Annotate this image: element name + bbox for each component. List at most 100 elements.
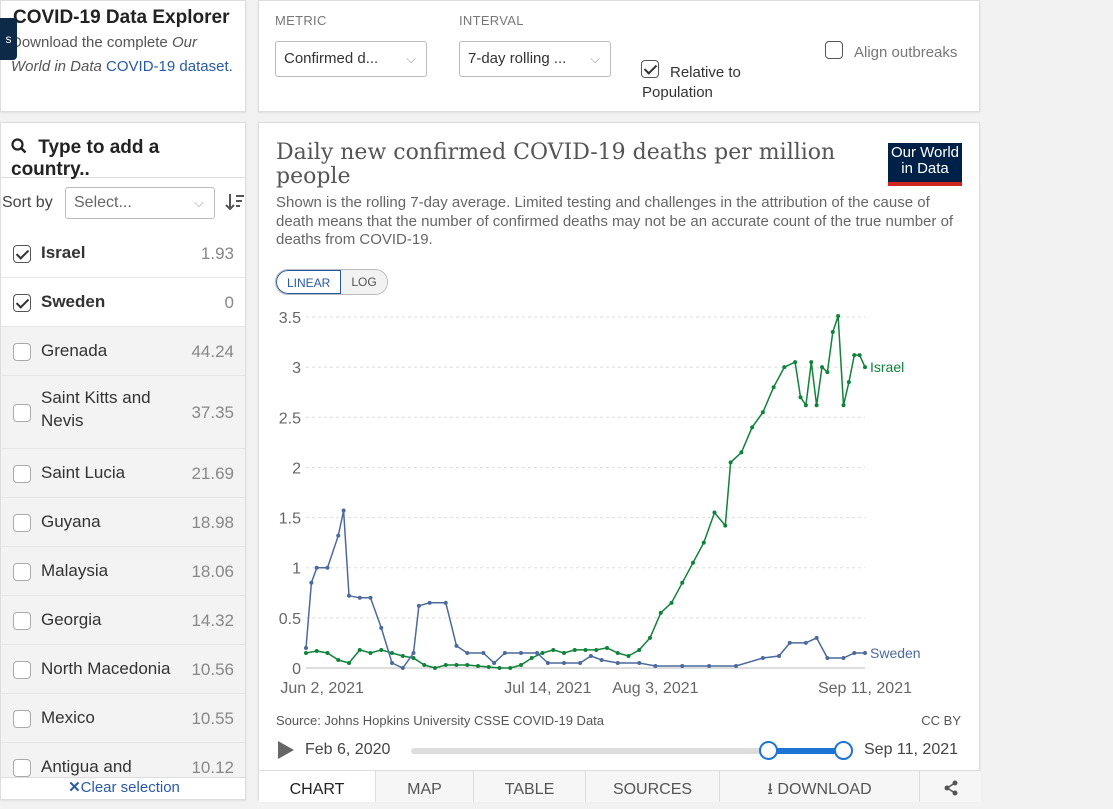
data-point	[728, 460, 733, 465]
series-line-israel[interactable]	[305, 315, 866, 669]
data-point	[680, 663, 685, 668]
data-point	[712, 510, 717, 515]
country-row[interactable]: North Macedonia 10.56	[1, 645, 245, 694]
country-checkbox[interactable]	[13, 464, 31, 483]
side-tab[interactable]: s	[0, 18, 17, 60]
tab-chart[interactable]: CHART	[259, 771, 375, 802]
covid-dataset-link[interactable]: COVID-19	[106, 58, 176, 75]
country-name: Saint Kitts and Nevis	[41, 388, 151, 430]
relative-to-population-checkbox[interactable]	[641, 60, 659, 78]
tab-download[interactable]: ⭳ DOWNLOAD	[719, 771, 919, 802]
country-name: Grenada	[41, 341, 108, 360]
owid-logo[interactable]: Our World in Data	[888, 143, 962, 186]
checkbox-icon[interactable]	[825, 41, 843, 59]
tab-map[interactable]: MAP	[375, 771, 473, 802]
data-point	[465, 650, 470, 655]
country-row[interactable]: Israel 1.93	[1, 229, 245, 278]
source-note: Source: Johns Hopkins University CSSE CO…	[276, 713, 605, 728]
data-point	[433, 666, 437, 670]
timeline-start-handle[interactable]	[759, 741, 778, 760]
country-checkbox[interactable]	[13, 562, 31, 581]
data-point	[594, 647, 599, 652]
timeline-track[interactable]	[411, 748, 843, 754]
timeline: Feb 6, 2020 Sep 11, 2021	[276, 737, 966, 765]
sort-dropdown[interactable]: Select... ⌵	[65, 187, 215, 219]
metric-value: Confirmed d...	[284, 50, 379, 67]
series-line-sweden[interactable]	[305, 510, 865, 669]
data-point	[416, 603, 421, 608]
interval-dropdown[interactable]: 7-day rolling ... ⌵	[459, 41, 611, 77]
data-point	[497, 666, 502, 670]
country-value: 21.69	[191, 463, 234, 483]
country-row[interactable]: Saint Lucia 21.69	[1, 449, 245, 498]
country-search[interactable]: Type to add a country..	[1, 123, 245, 180]
data-point	[648, 635, 652, 640]
data-point	[782, 365, 787, 370]
country-checkbox[interactable]	[13, 403, 31, 422]
data-point	[357, 647, 362, 652]
data-point	[545, 660, 550, 665]
country-row[interactable]: Guyana 18.98	[1, 498, 245, 547]
data-point	[411, 655, 416, 660]
country-checkbox[interactable]	[13, 611, 31, 630]
dataset-link[interactable]: dataset.	[179, 58, 233, 75]
data-point	[465, 662, 470, 667]
checkbox-icon[interactable]	[641, 60, 659, 78]
country-checkbox[interactable]	[13, 244, 31, 263]
sort-order-icon[interactable]	[225, 192, 245, 212]
timeline-end-handle[interactable]	[834, 741, 853, 760]
country-name: Saint Lucia	[41, 463, 126, 482]
data-point	[529, 655, 534, 660]
country-row[interactable]: Mexico 10.55	[1, 694, 245, 743]
align-outbreaks-checkbox[interactable]	[825, 41, 843, 59]
country-checkbox[interactable]	[13, 660, 31, 679]
linear-scale-button[interactable]: LINEAR	[276, 270, 342, 294]
chart-card: Daily new confirmed COVID-19 deaths per …	[258, 122, 981, 802]
app-title: COVID-19 Data Explorer	[13, 7, 230, 28]
country-row[interactable]: Sweden 0	[1, 278, 245, 327]
chart-tabs: CHART MAP TABLE SOURCES ⭳ DOWNLOAD	[259, 770, 981, 802]
data-point	[739, 450, 744, 455]
data-point	[347, 593, 351, 598]
data-point	[325, 650, 330, 655]
search-icon	[11, 138, 27, 154]
country-checkbox[interactable]	[13, 342, 31, 361]
clear-selection-button[interactable]: ✕Clear selection	[1, 777, 245, 799]
country-row[interactable]: Malaysia 18.06	[1, 547, 245, 596]
metric-dropdown[interactable]: Confirmed d... ⌵	[275, 41, 427, 77]
country-value: 18.06	[191, 561, 234, 581]
log-scale-button[interactable]: LOG	[341, 270, 387, 294]
country-checkbox[interactable]	[13, 513, 31, 532]
data-point	[787, 640, 792, 645]
timeline-range	[769, 748, 845, 754]
data-point	[519, 650, 523, 655]
metric-label: METRIC	[275, 13, 327, 28]
data-point	[777, 653, 781, 658]
country-row[interactable]: Georgia 14.32	[1, 596, 245, 645]
share-button[interactable]	[919, 771, 981, 802]
country-row[interactable]: Grenada 44.24	[1, 327, 245, 376]
data-point	[846, 380, 851, 385]
data-point	[599, 657, 604, 662]
tab-table[interactable]: TABLE	[473, 771, 585, 802]
data-point	[830, 330, 835, 335]
search-placeholder: Type to add a country..	[11, 137, 160, 180]
data-point	[809, 360, 814, 365]
country-row[interactable]: Saint Kitts and Nevis 37.35	[1, 376, 245, 449]
data-point	[476, 663, 480, 668]
country-checkbox[interactable]	[13, 709, 31, 728]
chevron-down-icon: ⌵	[406, 51, 416, 66]
data-point	[341, 508, 346, 513]
data-point	[454, 643, 459, 648]
play-icon[interactable]	[278, 741, 294, 759]
country-checkbox[interactable]	[13, 293, 31, 312]
country-value: 14.32	[191, 610, 234, 630]
download-label: DOWNLOAD	[777, 781, 872, 798]
data-point	[760, 410, 765, 415]
line-chart[interactable]: 0 0.5 1 1.5 2 2.5 3 3.5 Jun 2, 2021 Jul 14, 2021 A…	[259, 123, 979, 703]
y-tick-label: 0.5	[279, 611, 301, 628]
country-checkbox[interactable]	[13, 758, 31, 777]
tab-sources[interactable]: SOURCES	[585, 771, 719, 802]
series-label: Israel	[870, 359, 904, 375]
logo-line-2: in Data	[901, 160, 949, 177]
